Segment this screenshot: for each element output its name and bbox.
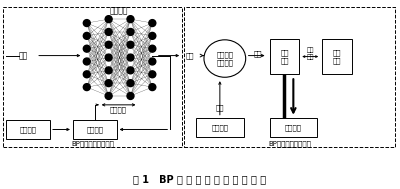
- Circle shape: [149, 20, 156, 26]
- Circle shape: [149, 71, 156, 78]
- Text: 训练样本: 训练样本: [20, 126, 37, 133]
- Text: 输出: 输出: [186, 52, 194, 59]
- Circle shape: [83, 84, 90, 91]
- Circle shape: [149, 33, 156, 39]
- Circle shape: [83, 45, 90, 52]
- Circle shape: [127, 54, 134, 61]
- Ellipse shape: [204, 40, 246, 77]
- Text: BP神经网络训练过程: BP神经网络训练过程: [71, 140, 114, 147]
- Circle shape: [105, 54, 112, 61]
- Circle shape: [105, 29, 112, 35]
- Text: 训练好的
神经网络: 训练好的 神经网络: [216, 51, 233, 66]
- Text: BP神经网络诊断过程: BP神经网络诊断过程: [268, 140, 311, 147]
- Circle shape: [149, 84, 156, 91]
- Text: 输出: 输出: [253, 50, 262, 57]
- Text: 测试数据: 测试数据: [211, 124, 228, 131]
- Bar: [270, 118, 317, 137]
- Text: 故障
模式: 故障 模式: [333, 50, 341, 64]
- Bar: [270, 39, 299, 74]
- Text: 诊断结果: 诊断结果: [285, 124, 302, 131]
- Text: 识别
结果: 识别 结果: [280, 50, 289, 64]
- Circle shape: [127, 29, 134, 35]
- Circle shape: [105, 80, 112, 87]
- Bar: [322, 39, 352, 74]
- Circle shape: [105, 93, 112, 99]
- Bar: [196, 118, 244, 137]
- Text: 计算误差: 计算误差: [86, 126, 103, 133]
- Text: 输入: 输入: [216, 105, 224, 111]
- Circle shape: [127, 93, 134, 99]
- Text: 调整权值: 调整权值: [110, 106, 127, 113]
- Circle shape: [149, 45, 156, 52]
- Circle shape: [83, 20, 90, 26]
- Circle shape: [127, 67, 134, 74]
- Text: 图 1   BP 神 经 网 络 故 障 诊 断 模 型: 图 1 BP 神 经 网 络 故 障 诊 断 模 型: [134, 174, 266, 184]
- Bar: [73, 120, 116, 139]
- Text: 对比
分析: 对比 分析: [306, 48, 314, 60]
- Bar: [6, 120, 50, 139]
- Circle shape: [127, 41, 134, 48]
- Circle shape: [83, 71, 90, 78]
- Text: 神经网络: 神经网络: [109, 7, 128, 16]
- Circle shape: [149, 58, 156, 65]
- Bar: [184, 7, 395, 147]
- Circle shape: [127, 80, 134, 87]
- Circle shape: [105, 16, 112, 22]
- Circle shape: [127, 16, 134, 22]
- Bar: [3, 7, 182, 147]
- Text: 输入: 输入: [19, 51, 28, 60]
- Circle shape: [83, 58, 90, 65]
- Circle shape: [83, 33, 90, 39]
- Circle shape: [105, 41, 112, 48]
- Circle shape: [105, 67, 112, 74]
